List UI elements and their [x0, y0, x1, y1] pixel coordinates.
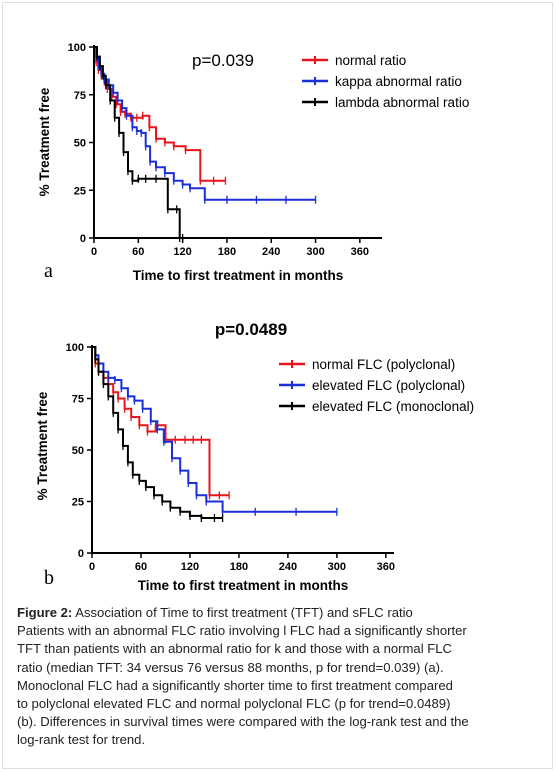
caption-line-4: Monoclonal FLC had a significantly short… [17, 677, 453, 693]
chart-0-legend-label-0: normal ratio [335, 53, 406, 68]
chart-1-y-tick-label: 25 [72, 497, 84, 509]
chart-0-x-tick-label: 120 [173, 246, 191, 258]
chart-0-x-tick-label: 60 [132, 246, 144, 258]
chart-1-x-tick-label: 0 [89, 561, 95, 573]
chart-1-title: p=0.0489 [215, 320, 287, 339]
chart-0-y-tick-label: 50 [74, 138, 86, 150]
chart-1-y-axis-label: % Treatment free [35, 391, 50, 500]
caption-line-6: (b). Differences in survival times were … [17, 714, 469, 730]
caption-line-2: TFT than patients with an abnormal ratio… [17, 641, 452, 657]
chart-0-x-tick-label: 240 [262, 246, 280, 258]
caption-line-7: log-rank test for trend. [17, 732, 146, 748]
caption-line-0: Figure 2: Association of Time to first t… [17, 604, 540, 622]
chart-0-y-tick-label: 25 [74, 185, 86, 197]
caption-line-1: Patients with an abnormal FLC ratio invo… [17, 623, 467, 639]
chart-0-panel-label: a [44, 260, 53, 282]
chart-0-x-axis-label: Time to first treatment in months [133, 268, 344, 283]
chart-1-x-tick-label: 240 [279, 561, 297, 573]
chart-1-panel-label: b [44, 567, 54, 589]
chart-0-x-tick-label: 180 [218, 246, 236, 258]
chart-1-series-0-line [92, 346, 230, 497]
chart-1-legend-label-1: elevated FLC (polyclonal) [312, 378, 465, 393]
chart-0-x-tick-label: 300 [306, 246, 324, 258]
caption-heading: Figure 2: [17, 605, 73, 620]
chart-0-x-tick-label: 360 [351, 246, 369, 258]
chart-0-series-2-line [94, 46, 183, 239]
chart-1-x-tick-label: 360 [377, 561, 395, 573]
chart-1-x-tick-label: 120 [181, 561, 199, 573]
chart-1-x-tick-label: 300 [328, 561, 346, 573]
chart-1-y-tick-label: 50 [72, 445, 84, 457]
chart-1-y-tick-label: 75 [72, 394, 84, 406]
chart-0-legend-label-2: lambda abnormal ratio [335, 95, 469, 110]
chart-1-x-tick-label: 60 [135, 561, 147, 573]
caption-line-3: ratio (median TFT: 34 versus 76 versus 8… [17, 659, 444, 675]
chart-0-y-tick-label: 100 [68, 42, 86, 54]
chart-0-y-tick-label: 75 [74, 90, 86, 102]
chart-1-y-tick-label: 100 [66, 342, 84, 354]
chart-0-x-tick-label: 0 [91, 246, 97, 258]
chart-1-x-axis-label: Time to first treatment in months [138, 578, 349, 593]
chart-1-legend-label-0: normal FLC (polyclonal) [312, 357, 455, 372]
chart-1-series-1-line [92, 346, 337, 513]
chart-0-legend-label-1: kappa abnormal ratio [335, 74, 462, 89]
chart-0-title: p=0.039 [192, 51, 254, 70]
chart-1-legend-label-2: elevated FLC (monoclonal) [312, 399, 474, 414]
chart-0-y-tick-label: 0 [80, 233, 86, 245]
caption-line-5: to polyclonal elevated FLC and normal po… [17, 696, 451, 712]
caption-line-0-text: Association of Time to first treatment (… [72, 605, 413, 620]
chart-1-y-tick-label: 0 [78, 548, 84, 560]
figure-caption: Figure 2: Association of Time to first t… [17, 604, 540, 750]
chart-0-y-axis-label: % Treatment free [37, 87, 52, 196]
figure-charts: 0 25 50 75 100 0 60 120 180 240 300 360 normal ratio… [35, 42, 474, 593]
chart-1-x-tick-label: 180 [230, 561, 248, 573]
